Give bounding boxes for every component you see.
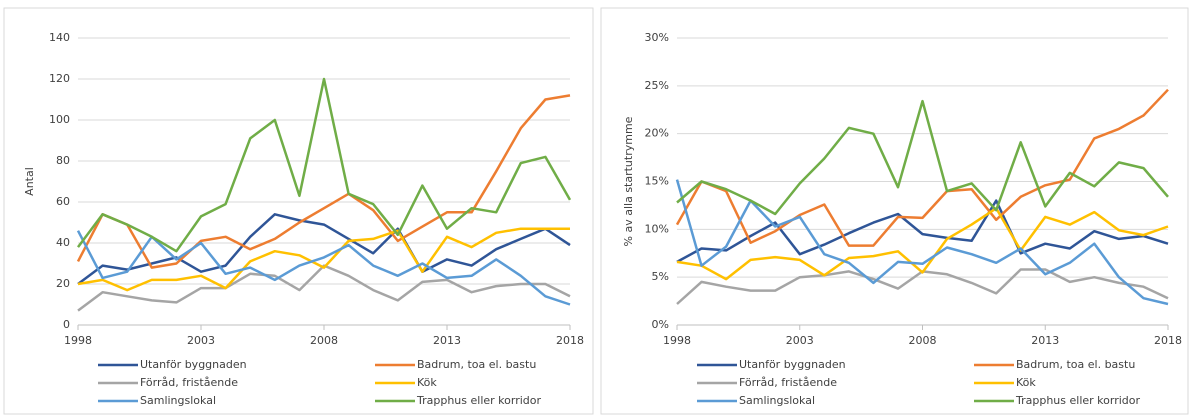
x-tick-label: 2008 [310, 334, 338, 347]
y-tick-label: 120 [49, 72, 70, 85]
x-tick-label: 2008 [909, 334, 937, 347]
series-line [77, 77, 572, 253]
y-tick-label: 20% [645, 127, 669, 140]
y-tick-label: 5% [652, 270, 669, 283]
series-line [77, 213, 571, 286]
legend-label: Badrum, toa el. bastu [1016, 358, 1135, 371]
series-line [76, 230, 571, 306]
x-tick-label: 1998 [64, 334, 92, 347]
legend-label: Utanför byggnaden [739, 358, 846, 371]
x-tick-label: 2018 [556, 334, 584, 347]
y-tick-label: 10% [645, 222, 669, 235]
series-line [77, 264, 571, 312]
panel [3, 7, 594, 415]
y-tick-label: 0 [63, 318, 70, 331]
legend-label: Kök [417, 376, 437, 389]
series-line [675, 88, 1169, 247]
y-tick-label: 100 [49, 113, 70, 126]
y-tick-label: 80 [56, 154, 70, 167]
series-line [76, 94, 571, 269]
y-tick-label: 140 [49, 31, 70, 44]
x-tick-label: 2013 [1031, 334, 1059, 347]
y-tick-label: 15% [645, 175, 669, 188]
x-tick-label: 2018 [1154, 334, 1182, 347]
x-tick-label: 2013 [433, 334, 461, 347]
legend-label: Trapphus eller korridor [1015, 394, 1140, 407]
y-axis-label: % av alla startutrymme [622, 116, 635, 246]
y-tick-label: 60 [56, 195, 70, 208]
legend-label: Trapphus eller korridor [416, 394, 541, 407]
legend-label: Samlingslokal [739, 394, 815, 407]
x-tick-label: 1998 [663, 334, 691, 347]
y-tick-label: 0% [652, 318, 669, 331]
legend-label: Förråd, fristående [739, 376, 837, 389]
legend-label: Utanför byggnaden [140, 358, 247, 371]
y-tick-label: 40 [56, 236, 70, 249]
y-tick-label: 25% [645, 79, 669, 92]
series-line [676, 99, 1169, 216]
legend-label: Samlingslokal [140, 394, 216, 407]
series-line [675, 179, 1169, 306]
y-tick-label: 20 [56, 277, 70, 290]
series-line [676, 199, 1169, 263]
x-tick-label: 2003 [786, 334, 814, 347]
legend-label: Kök [1016, 376, 1036, 389]
series-line [77, 227, 570, 292]
series-line [676, 207, 1169, 281]
x-tick-label: 2003 [187, 334, 215, 347]
y-tick-label: 30% [645, 31, 669, 44]
legend-label: Badrum, toa el. bastu [417, 358, 536, 371]
y-axis-label: Antal [23, 167, 36, 196]
panel [600, 7, 1189, 415]
legend-label: Förråd, fristående [140, 376, 238, 389]
